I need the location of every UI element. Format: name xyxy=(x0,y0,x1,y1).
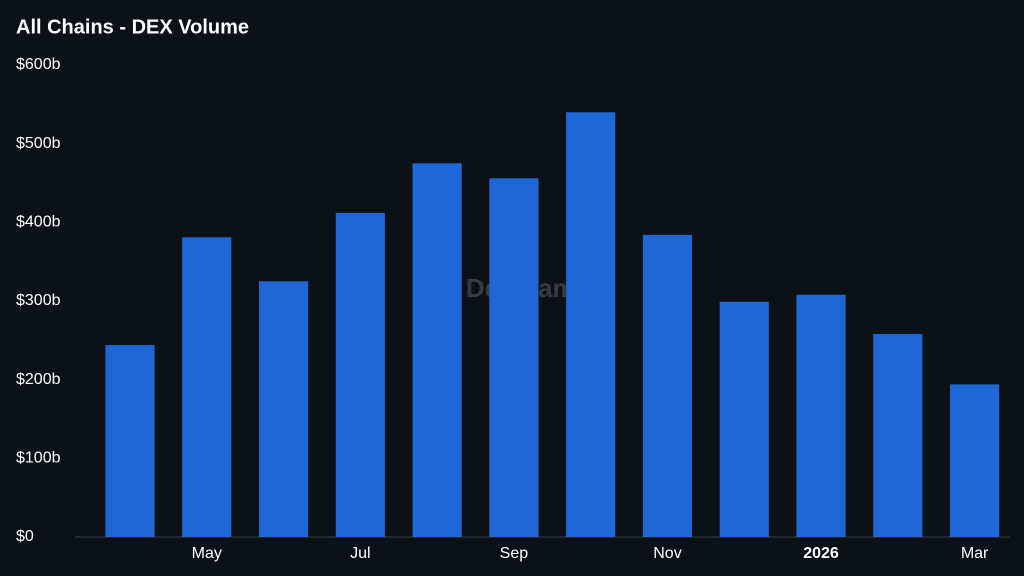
bar xyxy=(489,178,539,537)
bar xyxy=(105,345,155,537)
y-tick-label: $600b xyxy=(16,56,61,73)
bar xyxy=(566,112,616,537)
y-tick-label: $300b xyxy=(16,292,61,309)
x-tick-label: Sep xyxy=(500,545,529,562)
bar xyxy=(719,301,769,537)
x-tick-label: Nov xyxy=(653,545,681,562)
x-tick-label: 2026 xyxy=(803,545,839,562)
bar xyxy=(182,237,232,537)
bar xyxy=(873,334,923,537)
bar xyxy=(796,294,846,537)
x-tick-label: Mar xyxy=(961,545,989,562)
bar xyxy=(335,212,385,538)
y-tick-label: $400b xyxy=(16,214,61,231)
chart-title: All Chains - DEX Volume xyxy=(16,16,249,38)
bar xyxy=(412,163,462,538)
x-tick-label: Jul xyxy=(350,545,370,562)
y-tick-label: $0 xyxy=(16,528,34,545)
y-tick-label: $500b xyxy=(16,135,61,152)
bar xyxy=(258,281,309,537)
bar xyxy=(642,234,693,538)
y-tick-label: $200b xyxy=(16,371,61,388)
bar xyxy=(950,384,1000,537)
x-tick-label: May xyxy=(192,545,222,562)
y-tick-label: $100b xyxy=(16,450,61,467)
